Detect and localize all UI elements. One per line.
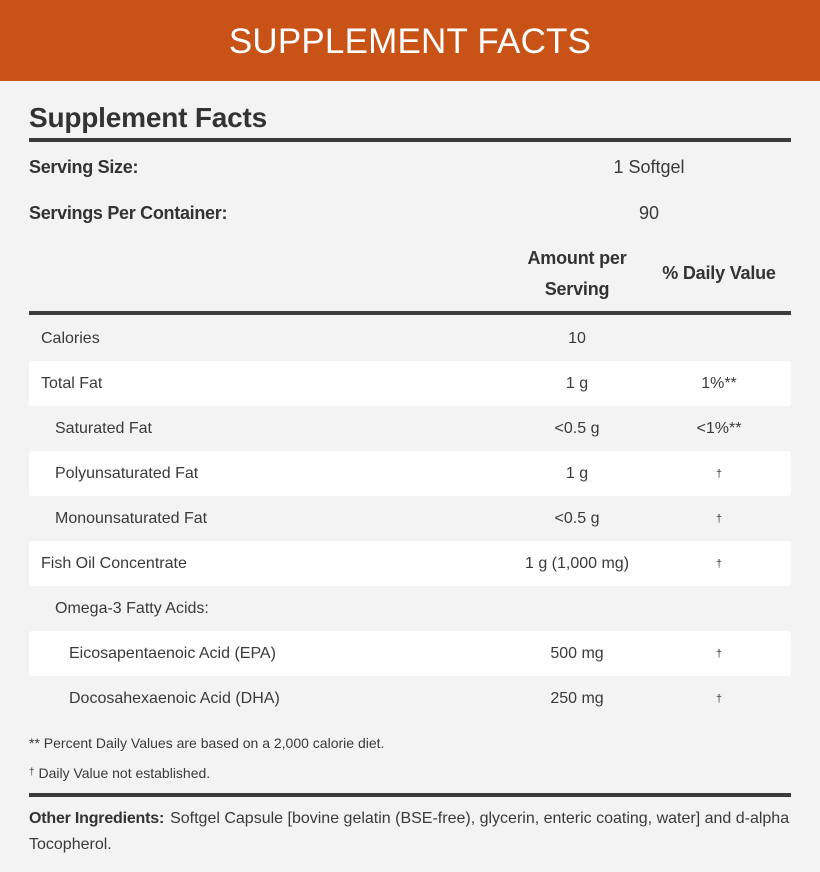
dagger-icon: † bbox=[715, 467, 723, 480]
nutrient-name: Eicosapentaenoic Acid (EPA) bbox=[69, 644, 276, 662]
nutrient-dv: <1%** bbox=[696, 419, 742, 437]
table-row-fish-oil-concentrate: Fish Oil Concentrate 1 g (1,000 mg) † bbox=[29, 541, 791, 586]
dagger-icon: † bbox=[715, 647, 723, 660]
nutrient-table: Calories 10 Total Fat 1 g 1%** Saturated… bbox=[29, 316, 791, 721]
header-divider bbox=[29, 311, 791, 315]
serving-size-row: Serving Size: 1 Softgel bbox=[29, 144, 791, 190]
supplement-facts-panel: Supplement Facts Serving Size: 1 Softgel… bbox=[0, 81, 820, 858]
servings-per-container-value: 90 bbox=[638, 202, 660, 223]
table-row-epa: Eicosapentaenoic Acid (EPA) 500 mg † bbox=[29, 631, 791, 676]
daily-value-header: % Daily Value bbox=[662, 263, 776, 283]
other-ingredients: Other Ingredients: Softgel Capsule [bovin… bbox=[29, 797, 791, 858]
other-ingredients-label: Other Ingredients: bbox=[29, 810, 165, 827]
dagger-icon: † bbox=[715, 692, 723, 705]
servings-per-container-label: Servings Per Container: bbox=[29, 202, 228, 223]
footnotes: ** Percent Daily Values are based on a 2… bbox=[29, 721, 791, 793]
column-headers: Amount per Serving % Daily Value bbox=[29, 236, 791, 311]
table-row-polyunsaturated-fat: Polyunsaturated Fat 1 g † bbox=[29, 451, 791, 496]
table-row-saturated-fat: Saturated Fat <0.5 g <1%** bbox=[29, 406, 791, 451]
dagger-icon: † bbox=[715, 512, 723, 525]
nutrient-name: Docosahexaenoic Acid (DHA) bbox=[69, 689, 280, 707]
nutrient-name: Calories bbox=[41, 329, 100, 347]
nutrient-name: Polyunsaturated Fat bbox=[55, 464, 199, 482]
dagger-icon: † bbox=[715, 557, 723, 570]
nutrient-amount: <0.5 g bbox=[554, 509, 600, 527]
table-row-total-fat: Total Fat 1 g 1%** bbox=[29, 361, 791, 406]
nutrient-amount: 1 g bbox=[565, 464, 589, 482]
serving-size-value: 1 Softgel bbox=[613, 156, 685, 177]
nutrient-name: Monounsaturated Fat bbox=[55, 509, 208, 527]
footnote-percent-dv: ** Percent Daily Values are based on a 2… bbox=[29, 735, 385, 751]
amount-per-serving-header: Amount per Serving bbox=[527, 247, 627, 299]
panel-title: Supplement Facts bbox=[29, 102, 267, 133]
page-banner: SUPPLEMENT FACTS bbox=[0, 0, 820, 81]
serving-size-label: Serving Size: bbox=[29, 156, 139, 177]
servings-per-container-row: Servings Per Container: 90 bbox=[29, 190, 791, 236]
nutrient-amount: 1 g bbox=[565, 374, 589, 392]
nutrient-name: Total Fat bbox=[41, 374, 103, 392]
footnote-dagger-text: Daily Value not established. bbox=[34, 765, 211, 781]
banner-title: SUPPLEMENT FACTS bbox=[228, 21, 592, 61]
nutrient-amount: 250 mg bbox=[550, 689, 604, 707]
table-row-calories: Calories 10 bbox=[29, 316, 791, 361]
nutrient-amount: 10 bbox=[568, 329, 586, 347]
nutrient-name: Omega-3 Fatty Acids: bbox=[55, 599, 209, 617]
nutrient-amount: <0.5 g bbox=[554, 419, 600, 437]
nutrient-name: Fish Oil Concentrate bbox=[41, 554, 187, 572]
nutrient-name: Saturated Fat bbox=[55, 419, 152, 437]
title-divider bbox=[29, 138, 791, 142]
table-row-dha: Docosahexaenoic Acid (DHA) 250 mg † bbox=[29, 676, 791, 721]
ingredients-divider bbox=[29, 793, 791, 797]
footnote-dv-not-established: † Daily Value not established. bbox=[29, 763, 791, 793]
dagger-icon: † bbox=[29, 767, 35, 778]
table-row-monounsaturated-fat: Monounsaturated Fat <0.5 g † bbox=[29, 496, 791, 541]
nutrient-amount: 1 g (1,000 mg) bbox=[524, 554, 630, 572]
nutrient-dv: 1%** bbox=[701, 374, 737, 392]
other-ingredients-text: Softgel Capsule [bovine gelatin (BSE-fre… bbox=[29, 810, 790, 853]
table-row-omega-3: Omega-3 Fatty Acids: bbox=[29, 586, 791, 631]
nutrient-amount: 500 mg bbox=[550, 644, 604, 662]
